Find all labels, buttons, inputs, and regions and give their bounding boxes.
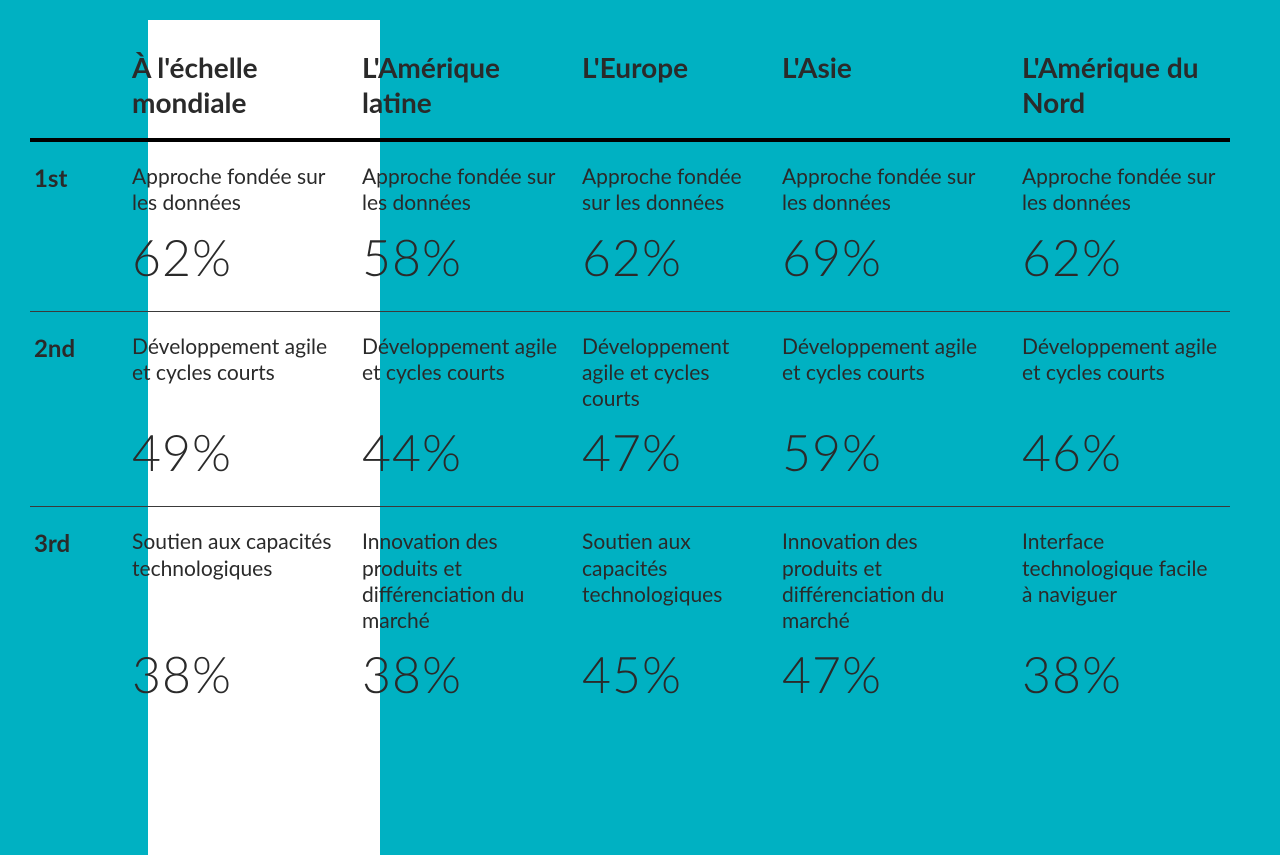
cell-label: Développement agile et cycles courts	[132, 334, 338, 387]
rank-label: 2nd	[30, 312, 120, 363]
cell-label: Innovation des produits et différenciati…	[782, 529, 998, 634]
cell-value: 59%	[782, 422, 998, 482]
cell-value: 38%	[1022, 644, 1218, 704]
table-cell: Développement agile et cycles courts 49%	[120, 312, 350, 508]
rank-cell: 3rd	[30, 507, 120, 728]
table-cell: Interface technologique facile à navigue…	[1010, 507, 1230, 728]
rank-cell: 2nd	[30, 312, 120, 508]
table-cell: Approche fondée sur les données 69%	[770, 142, 1010, 312]
table-cell: Approche fondée sur les données 58%	[350, 142, 570, 312]
cell-label: Interface technologique facile à navigue…	[1022, 529, 1218, 608]
cell-label: Approche fondée sur les données	[1022, 164, 1218, 217]
header-asia: L'Asie	[770, 40, 1010, 142]
cell-value: 47%	[782, 644, 998, 704]
cell-value: 38%	[362, 644, 558, 704]
header-na: L'Amérique du Nord	[1010, 40, 1230, 142]
cell-label: Développement agile et cycles courts	[1022, 334, 1218, 387]
cell-value: 69%	[782, 227, 998, 287]
cell-value: 58%	[362, 227, 558, 287]
cell-label: Soutien aux capacités technologiques	[132, 529, 338, 582]
header-latam: L'Amérique latine	[350, 40, 570, 142]
cell-value: 46%	[1022, 422, 1218, 482]
table-cell: Soutien aux capacités technologiques 38%	[120, 507, 350, 728]
cell-value: 62%	[132, 227, 338, 287]
table-cell: Innovation des produits et différenciati…	[350, 507, 570, 728]
cell-value: 47%	[582, 422, 758, 482]
cell-label: Innovation des produits et différenciati…	[362, 529, 558, 634]
cell-label: Développement agile et cycles courts	[362, 334, 558, 387]
cell-value: 44%	[362, 422, 558, 482]
table-cell: Approche fondée sur les données 62%	[570, 142, 770, 312]
table-cell: Développement agile et cycles courts 46%	[1010, 312, 1230, 508]
cell-label: Approche fondée sur les données	[782, 164, 998, 217]
header-global: À l'échelle mondiale	[120, 40, 350, 142]
ranking-table: À l'échelle mondiale L'Amérique latine L…	[30, 40, 1250, 728]
table-cell: Développement agile et cycles courts 59%	[770, 312, 1010, 508]
rank-cell: 1st	[30, 142, 120, 312]
cell-value: 62%	[582, 227, 758, 287]
table-cell: Approche fondée sur les données 62%	[1010, 142, 1230, 312]
cell-label: Développement agile et cycles courts	[782, 334, 998, 387]
cell-value: 62%	[1022, 227, 1218, 287]
rank-label: 1st	[30, 142, 120, 193]
cell-label: Approche fondée sur les données	[132, 164, 338, 217]
cell-label: Soutien aux capacités technologiques	[582, 529, 758, 608]
table-cell: Développement agile et cycles courts 44%	[350, 312, 570, 508]
cell-label: Approche fondée sur les données	[582, 164, 758, 217]
cell-label: Approche fondée sur les données	[362, 164, 558, 217]
rank-label: 3rd	[30, 507, 120, 558]
header-rank-blank	[30, 40, 120, 142]
cell-value: 38%	[132, 644, 338, 704]
table-cell: Innovation des produits et différenciati…	[770, 507, 1010, 728]
table-cell: Développement agile et cycles courts 47%	[570, 312, 770, 508]
table-cell: Approche fondée sur les données 62%	[120, 142, 350, 312]
table-cell: Soutien aux capacités technologiques 45%	[570, 507, 770, 728]
cell-label: Développement agile et cycles courts	[582, 334, 758, 413]
header-europe: L'Europe	[570, 40, 770, 142]
cell-value: 49%	[132, 422, 338, 482]
cell-value: 45%	[582, 644, 758, 704]
